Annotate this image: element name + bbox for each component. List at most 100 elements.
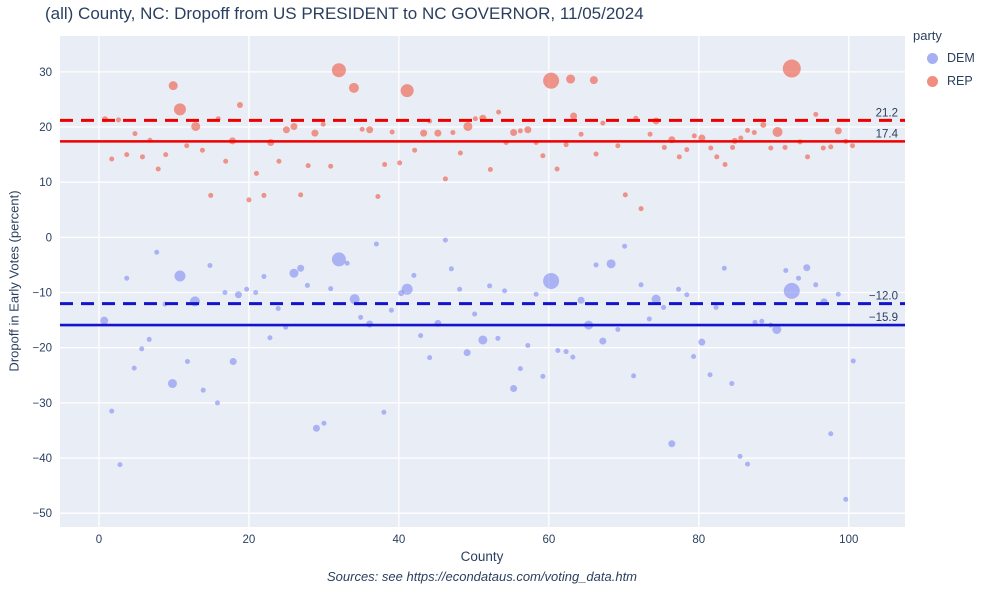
data-point[interactable]: [234, 291, 242, 299]
data-point[interactable]: [570, 354, 576, 360]
data-point[interactable]: [184, 358, 190, 364]
data-point[interactable]: [646, 316, 652, 322]
data-point[interactable]: [834, 127, 842, 135]
data-point[interactable]: [222, 290, 228, 296]
data-point[interactable]: [805, 154, 811, 160]
data-point[interactable]: [163, 152, 169, 158]
data-point[interactable]: [813, 282, 819, 288]
data-point[interactable]: [543, 72, 560, 89]
data-point[interactable]: [759, 318, 765, 324]
data-point[interactable]: [275, 306, 281, 312]
data-point[interactable]: [698, 134, 706, 142]
data-point[interactable]: [622, 192, 628, 198]
data-point[interactable]: [457, 286, 463, 292]
data-point[interactable]: [124, 275, 130, 281]
data-point[interactable]: [850, 358, 856, 364]
data-point[interactable]: [698, 338, 706, 346]
data-point[interactable]: [577, 296, 585, 304]
data-point[interactable]: [382, 162, 388, 168]
data-point[interactable]: [729, 381, 735, 387]
data-point[interactable]: [517, 128, 523, 134]
data-point[interactable]: [223, 158, 229, 164]
data-point[interactable]: [593, 262, 599, 268]
data-point[interactable]: [200, 387, 206, 393]
data-point[interactable]: [412, 147, 418, 153]
data-point[interactable]: [229, 357, 237, 365]
data-point[interactable]: [448, 266, 454, 272]
data-point[interactable]: [261, 192, 267, 198]
data-point[interactable]: [115, 117, 121, 123]
data-point[interactable]: [606, 259, 616, 269]
data-point[interactable]: [420, 129, 428, 137]
data-point[interactable]: [427, 355, 433, 361]
data-point[interactable]: [411, 272, 417, 278]
data-point[interactable]: [124, 152, 130, 158]
data-point[interactable]: [290, 122, 298, 130]
data-point[interactable]: [783, 267, 789, 273]
data-point[interactable]: [207, 263, 213, 269]
data-point[interactable]: [246, 197, 252, 203]
data-point[interactable]: [593, 151, 599, 157]
data-point[interactable]: [401, 283, 413, 295]
data-point[interactable]: [276, 158, 282, 164]
data-point[interactable]: [661, 304, 667, 310]
data-point[interactable]: [713, 304, 719, 310]
data-point[interactable]: [208, 192, 214, 198]
data-point[interactable]: [525, 342, 531, 348]
data-point[interactable]: [563, 349, 569, 355]
data-point[interactable]: [397, 160, 403, 166]
data-point[interactable]: [298, 192, 304, 198]
data-point[interactable]: [184, 143, 190, 149]
data-point[interactable]: [661, 144, 667, 150]
data-point[interactable]: [540, 373, 546, 379]
data-point[interactable]: [691, 354, 697, 360]
data-point[interactable]: [554, 166, 560, 172]
data-point[interactable]: [647, 131, 653, 137]
data-point[interactable]: [117, 462, 123, 468]
data-point[interactable]: [843, 496, 849, 502]
data-point[interactable]: [109, 156, 115, 162]
data-point[interactable]: [615, 326, 621, 332]
data-point[interactable]: [359, 126, 365, 132]
data-point[interactable]: [631, 373, 637, 379]
data-point[interactable]: [174, 270, 186, 282]
data-point[interactable]: [331, 252, 346, 267]
data-point[interactable]: [442, 176, 448, 182]
data-point[interactable]: [751, 130, 757, 136]
data-point[interactable]: [312, 424, 320, 432]
data-point[interactable]: [772, 126, 783, 137]
data-point[interactable]: [297, 264, 305, 272]
data-point[interactable]: [599, 337, 607, 345]
data-point[interactable]: [146, 336, 152, 342]
data-point[interactable]: [738, 135, 744, 141]
data-point[interactable]: [813, 111, 819, 117]
data-point[interactable]: [253, 170, 259, 176]
data-point[interactable]: [563, 142, 569, 148]
data-point[interactable]: [730, 144, 736, 150]
data-point[interactable]: [760, 121, 767, 128]
data-point[interactable]: [708, 145, 714, 151]
data-point[interactable]: [540, 153, 546, 159]
data-point[interactable]: [570, 112, 578, 120]
data-point[interactable]: [783, 282, 800, 299]
data-point[interactable]: [328, 163, 334, 169]
data-point[interactable]: [167, 379, 177, 389]
legend-item-dem[interactable]: DEM: [913, 51, 975, 65]
data-point[interactable]: [304, 282, 310, 288]
data-point[interactable]: [139, 346, 145, 352]
data-point[interactable]: [803, 264, 811, 272]
data-point[interactable]: [214, 400, 220, 406]
data-point[interactable]: [282, 126, 290, 134]
data-point[interactable]: [155, 166, 161, 172]
data-point[interactable]: [305, 163, 311, 169]
data-point[interactable]: [566, 74, 576, 84]
data-point[interactable]: [463, 349, 471, 357]
data-point[interactable]: [450, 130, 456, 136]
data-point[interactable]: [510, 385, 518, 393]
data-point[interactable]: [782, 144, 788, 150]
data-point[interactable]: [132, 131, 138, 137]
data-point[interactable]: [331, 63, 346, 78]
data-point[interactable]: [745, 127, 751, 133]
data-point[interactable]: [100, 316, 109, 325]
